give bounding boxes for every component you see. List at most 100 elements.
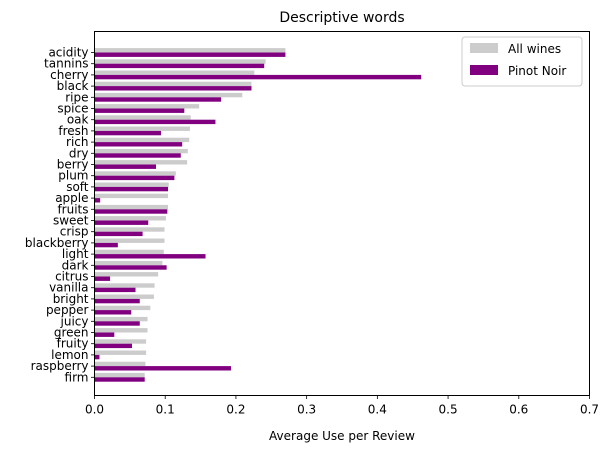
bar-pinot-noir <box>94 119 216 125</box>
y-tick-label: fruity <box>57 337 89 351</box>
bars-group <box>94 48 422 382</box>
bar-pinot-noir <box>94 52 286 57</box>
bar-all-wines <box>94 160 188 165</box>
legend: All wines Pinot Noir <box>461 36 583 87</box>
bar-all-wines <box>94 193 169 199</box>
y-tick-label: ripe <box>65 90 88 104</box>
x-axis: 0.0 0.1 0.2 0.3 0.4 0.5 0.6 0.7 <box>85 395 599 417</box>
bar-all-wines <box>94 339 147 344</box>
bar-pinot-noir <box>94 86 252 91</box>
y-tick-label: pepper <box>46 303 89 317</box>
bar-all-wines <box>94 328 148 333</box>
bar-pinot-noir <box>94 108 185 113</box>
x-tick-label: 0.0 <box>85 403 104 417</box>
y-tick-label: dry <box>69 146 89 160</box>
bar-all-wines <box>94 316 148 322</box>
bar-pinot-noir <box>94 343 132 349</box>
bar-all-wines <box>94 283 155 288</box>
bar-all-wines <box>94 104 200 109</box>
y-tick-label: green <box>54 326 89 340</box>
y-tick-label: acidity <box>48 46 88 60</box>
bar-all-wines <box>94 260 163 266</box>
y-tick-label: soft <box>66 180 89 194</box>
x-tick-label: 0.5 <box>439 403 458 417</box>
bar-pinot-noir <box>94 142 183 147</box>
bar-all-wines <box>94 204 169 210</box>
bar-pinot-noir <box>94 74 422 80</box>
x-tick-label: 0.1 <box>156 403 175 417</box>
y-tick-label: cherry <box>50 68 88 82</box>
y-tick-label: crisp <box>60 225 89 239</box>
bar-pinot-noir <box>94 276 111 281</box>
bar-all-wines <box>94 59 266 64</box>
bar-all-wines <box>94 137 190 143</box>
x-tick-label: 0.2 <box>226 403 245 417</box>
y-tick-label: oak <box>67 113 89 127</box>
bar-all-wines <box>94 249 164 255</box>
chart-title: Descriptive words <box>279 10 404 26</box>
bar-all-wines <box>94 182 169 187</box>
x-axis-label: Average Use per Review <box>269 429 415 443</box>
x-tick-label: 0.7 <box>580 403 599 417</box>
y-tick-label: light <box>62 247 89 261</box>
y-tick-label: fresh <box>58 124 88 138</box>
y-tick-label: juicy <box>60 314 89 328</box>
y-tick-label: plum <box>58 169 88 183</box>
bar-pinot-noir <box>94 186 169 192</box>
y-tick-label: rich <box>66 135 88 149</box>
y-tick-label: sweet <box>53 214 89 228</box>
bar-all-wines <box>94 350 147 355</box>
y-tick-label: dark <box>62 258 89 272</box>
bar-all-wines <box>94 372 145 378</box>
bar-all-wines <box>94 294 154 299</box>
x-tick-label: 0.4 <box>368 403 387 417</box>
y-tick-label: black <box>57 79 89 93</box>
bar-all-wines <box>94 115 191 120</box>
bar-all-wines <box>94 81 252 87</box>
bar-all-wines <box>94 238 165 243</box>
legend-swatch-all-wines <box>470 43 498 53</box>
bar-pinot-noir <box>94 175 175 181</box>
bar-pinot-noir <box>94 164 157 169</box>
bar-pinot-noir <box>94 298 140 304</box>
y-tick-label: berry <box>57 158 89 172</box>
bar-pinot-noir <box>94 63 265 69</box>
bar-all-wines <box>94 126 190 131</box>
bar-pinot-noir <box>94 130 161 136</box>
plot-frame <box>94 31 590 396</box>
bar-pinot-noir <box>94 354 100 360</box>
bar-pinot-noir <box>94 287 136 293</box>
bar-pinot-noir <box>94 332 115 337</box>
y-tick-label: blackberry <box>25 236 89 250</box>
x-tick-label: 0.6 <box>509 403 528 417</box>
bar-all-wines <box>94 216 166 221</box>
legend-label-pinot-noir: Pinot Noir <box>508 64 566 78</box>
bar-pinot-noir <box>94 265 167 270</box>
y-tick-label: citrus <box>55 270 88 284</box>
bar-all-wines <box>94 272 159 277</box>
bar-all-wines <box>94 305 151 311</box>
y-tick-label: apple <box>55 191 88 205</box>
y-tick-label: bright <box>53 292 89 306</box>
y-axis: aciditytanninscherryblackripespiceoakfre… <box>25 46 95 384</box>
bar-all-wines <box>94 171 176 176</box>
y-tick-label: fruits <box>57 202 88 216</box>
bar-pinot-noir <box>94 377 145 382</box>
y-tick-label: lemon <box>51 348 88 362</box>
bar-all-wines <box>94 48 286 53</box>
bar-pinot-noir <box>94 97 222 102</box>
bar-pinot-noir <box>94 231 143 237</box>
y-tick-label: vanilla <box>49 281 88 295</box>
bar-all-wines <box>94 227 165 232</box>
bar-pinot-noir <box>94 242 118 248</box>
legend-label-all-wines: All wines <box>508 42 561 56</box>
y-tick-label: spice <box>57 102 88 116</box>
bar-pinot-noir <box>94 321 140 326</box>
bar-all-wines <box>94 70 255 75</box>
bar-pinot-noir <box>94 209 168 214</box>
bar-all-wines <box>94 148 188 154</box>
bar-pinot-noir <box>94 254 206 259</box>
bar-pinot-noir <box>94 366 231 371</box>
x-tick-label: 0.3 <box>297 403 316 417</box>
